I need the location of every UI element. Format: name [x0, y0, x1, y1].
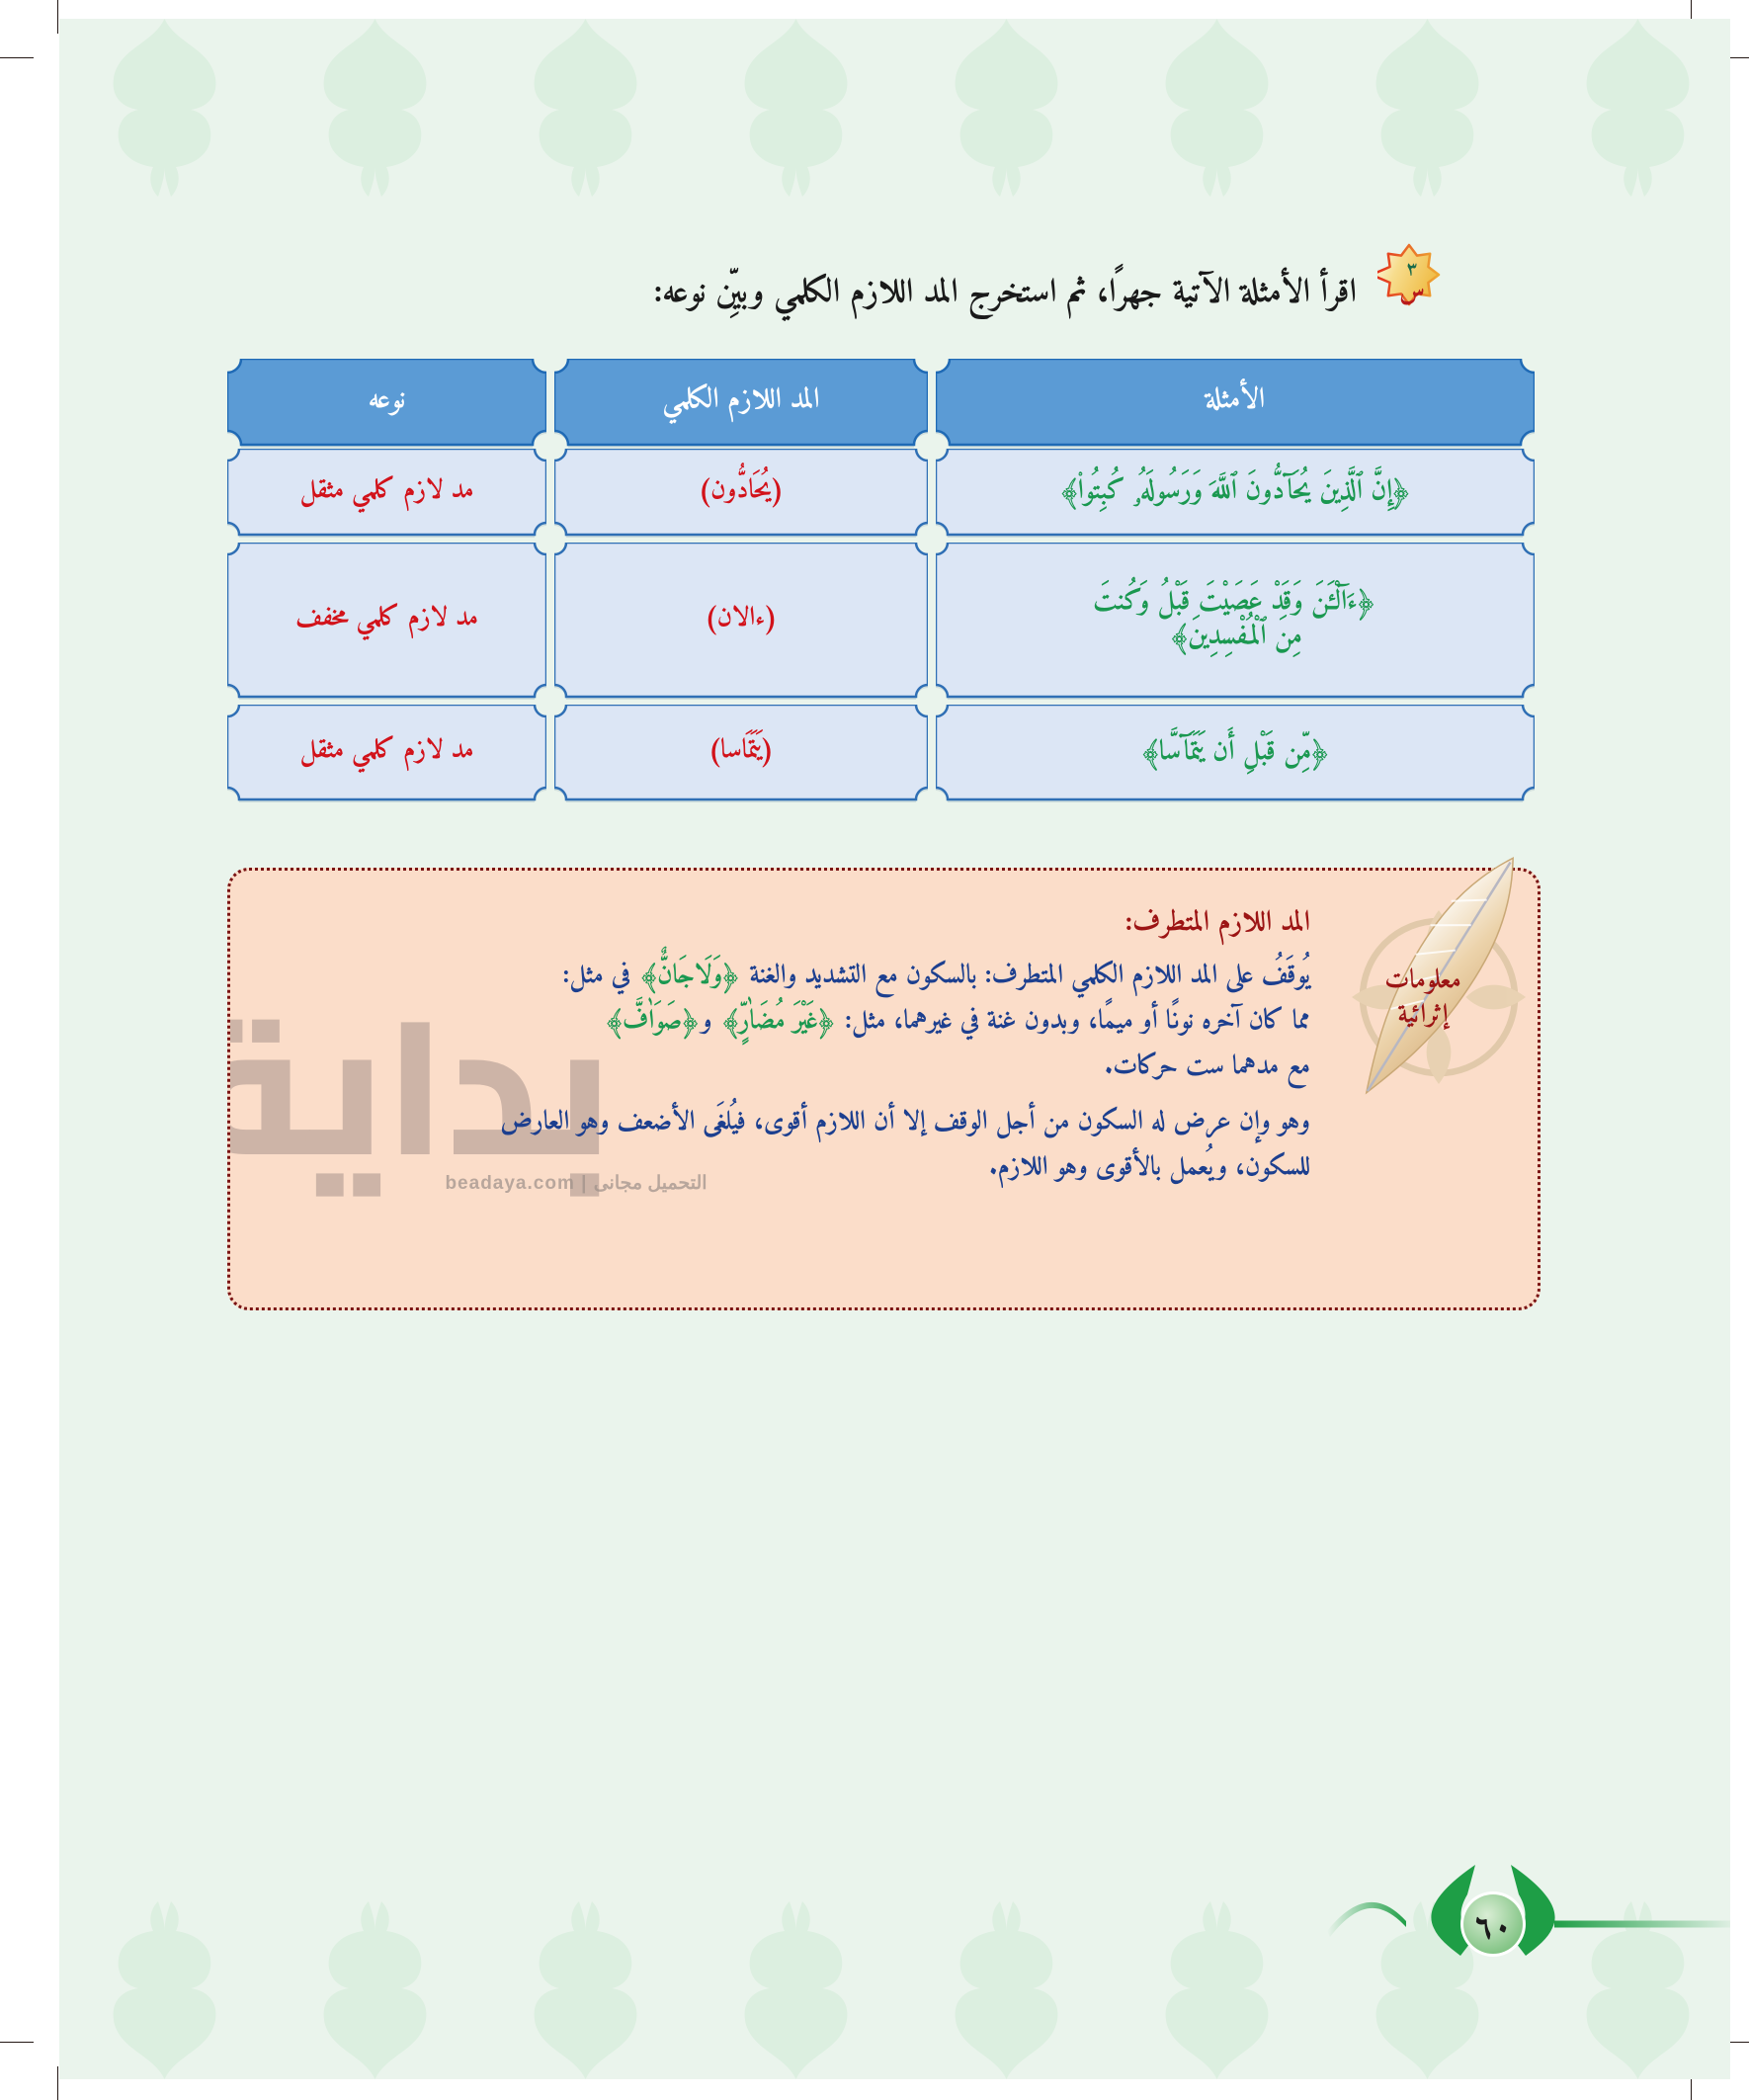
svg-text:٦٠: ٦٠ [1473, 1898, 1513, 1958]
svg-text:س: س [1399, 271, 1425, 308]
